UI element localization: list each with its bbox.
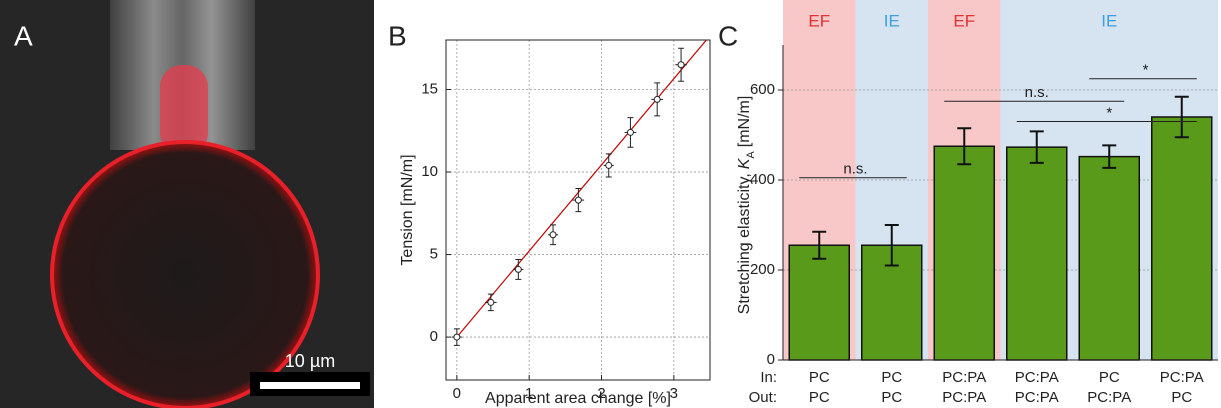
row-label: In:	[760, 369, 777, 386]
bar	[933, 145, 995, 361]
fit-line	[456, 39, 707, 338]
y-axis-label: Stretching elasticity, KA [mN/m]	[736, 96, 757, 315]
significance-label: n.s.	[1025, 84, 1049, 101]
x-tick-label: 0	[453, 385, 461, 402]
x-tick-label: PC	[809, 369, 830, 386]
scale-label: 10 µm	[285, 351, 335, 371]
y-label-subscript: A	[745, 151, 757, 159]
x-tick-label: PC:PA	[1015, 369, 1059, 386]
x-tick-label: PC:PA	[1087, 389, 1131, 406]
plot-frame	[445, 39, 711, 381]
point	[574, 196, 582, 204]
x-tick-label: 2	[597, 385, 605, 402]
x-tick-label: PC	[1171, 389, 1192, 406]
x-tick-label: PC	[881, 389, 902, 406]
y-tick-label: 600	[750, 81, 775, 98]
error-bar	[957, 127, 972, 166]
panel-label: A	[14, 20, 33, 51]
y-label-symbol: K	[736, 157, 753, 169]
y-tick-label: 0	[767, 351, 775, 368]
y-label-unit: [mN/m]	[736, 96, 753, 148]
error-bar	[884, 224, 899, 267]
point	[677, 61, 685, 69]
x-tick-label: 1	[525, 385, 533, 402]
bar	[1078, 155, 1140, 361]
point	[487, 298, 495, 306]
x-tick-label: PC	[1099, 369, 1120, 386]
bar	[788, 244, 850, 361]
y-tick-label: 400	[750, 171, 775, 188]
bar	[1151, 116, 1213, 361]
error-bar	[1029, 130, 1044, 164]
significance-label: *	[1143, 62, 1149, 79]
band-label: IE	[1101, 11, 1117, 30]
x-tick-label: PC	[809, 389, 830, 406]
x-tick-label: PC:PA	[1015, 389, 1059, 406]
y-tick-label: 10	[421, 163, 438, 180]
x-tick-label: PC	[881, 369, 902, 386]
point	[626, 128, 634, 136]
y-label-text: Stretching elasticity,	[736, 173, 753, 314]
point	[453, 333, 461, 341]
micrograph: A 10 µm	[0, 0, 374, 408]
panel-label: C	[718, 20, 738, 51]
significance-label: n.s.	[843, 161, 867, 178]
error-bar	[1102, 144, 1117, 169]
point	[514, 265, 522, 273]
x-tick-label: PC:PA	[1160, 369, 1204, 386]
y-axis-label: Tension [mN/m]	[399, 154, 416, 265]
x-tick-label: PC:PA	[942, 369, 986, 386]
bar	[1006, 146, 1068, 361]
panel-label: B	[388, 20, 407, 51]
y-tick-label: 15	[421, 80, 438, 97]
y-tick-label: 0	[430, 328, 438, 345]
y-tick-label: 200	[750, 261, 775, 278]
point	[549, 231, 557, 239]
band-label: EF	[953, 11, 975, 30]
band-label: IE	[884, 11, 900, 30]
x-tick-label: PC:PA	[942, 389, 986, 406]
x-tick-label: 3	[670, 385, 678, 402]
point	[653, 95, 661, 103]
y-tick-label: 5	[430, 246, 438, 263]
row-label: Out:	[749, 389, 777, 406]
point	[605, 161, 613, 169]
band-label: EF	[808, 11, 830, 30]
error-bar	[812, 230, 827, 260]
error-bar	[1174, 95, 1189, 139]
x-axis-label: Apparent area change [%]	[485, 390, 671, 407]
significance-label: *	[1106, 104, 1112, 121]
